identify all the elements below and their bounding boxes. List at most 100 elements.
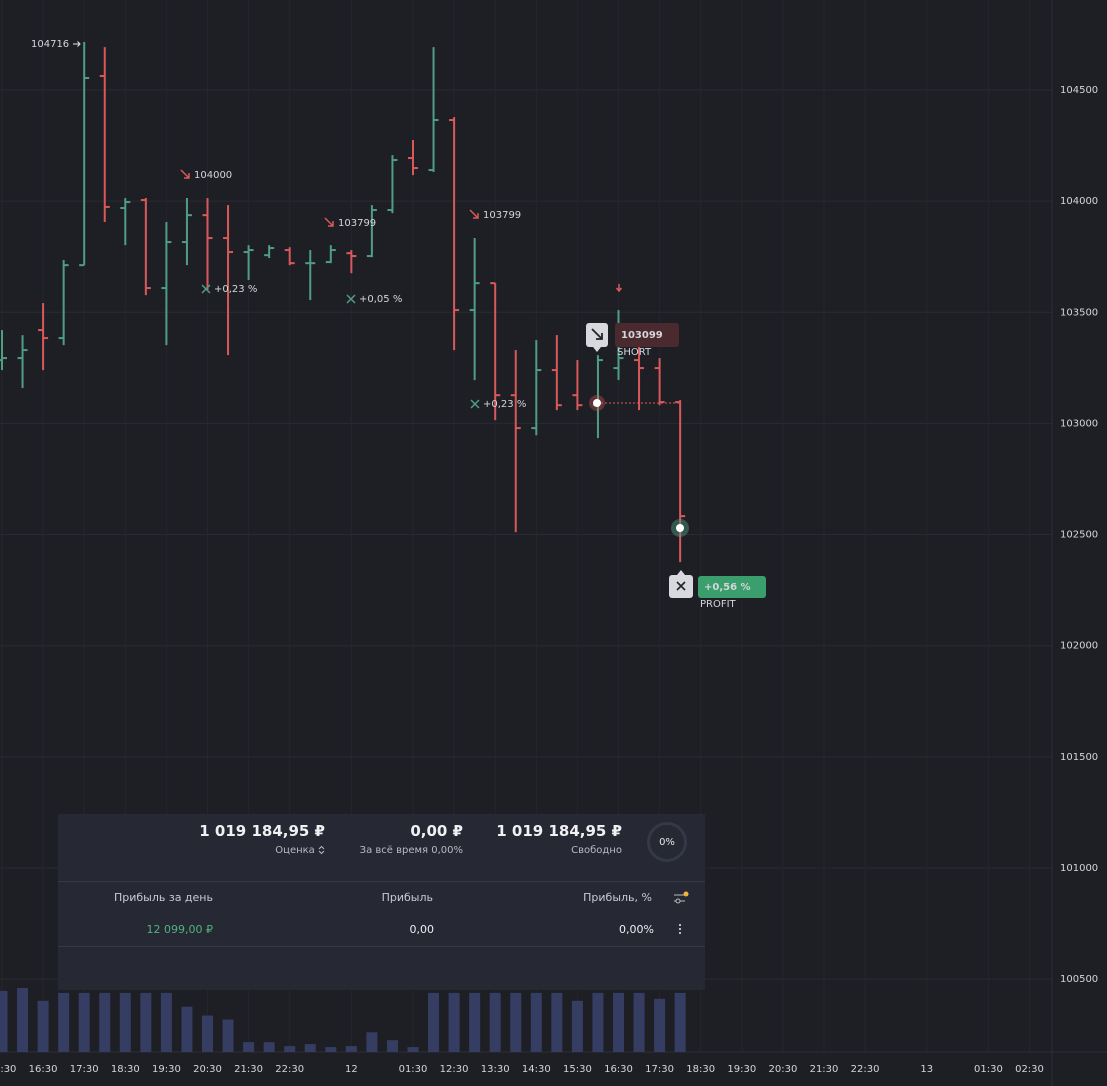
x-tick-label: 12 [345,1064,358,1075]
volume-bar [17,988,29,1052]
x-tick-label: 20:30 [768,1064,797,1075]
filter-icon[interactable] [673,891,689,905]
x-tick-label: 01:30 [974,1064,1003,1075]
summary-label: Оценка [199,845,325,856]
summary-label: За всё время 0,00% [359,845,463,856]
x-tick-label: 18:30 [111,1064,140,1075]
entry-badge [615,323,679,347]
y-tick-label: 103500 [1060,307,1098,318]
x-tick-label: 02:30 [1015,1064,1044,1075]
x-tick-label: 17:30 [70,1064,99,1075]
result-label: PROFIT [700,599,737,610]
close-icon [470,399,480,409]
column-header[interactable]: Прибыль [381,891,433,904]
volume-bar [510,992,522,1052]
x-tick-label: 14:30 [522,1064,551,1075]
price-label: 104000 [194,170,232,181]
exit-badge-pointer [677,570,685,575]
volume-bar [58,992,70,1052]
usage-gauge: 0% [647,822,687,862]
x-tick-label: 19:30 [152,1064,181,1075]
volume-bar [99,992,111,1052]
arrow-icon [324,217,334,227]
separator [58,881,705,882]
y-tick-label: 104500 [1060,85,1098,96]
y-tick-label: 100500 [1060,974,1098,985]
x-tick-label: 22:30 [275,1064,304,1075]
x-tick-label: 16:30 [29,1064,58,1075]
column-header[interactable]: Прибыль за день [113,891,213,904]
trade-result: +0,23 % [214,284,257,295]
arrow-icon [469,209,479,219]
volume-bar [243,1042,255,1052]
summary-value: 1 019 184,95 ₽ [496,822,622,840]
volume-bar [140,992,152,1052]
side-arrow [591,328,603,340]
volume-bar [78,992,90,1052]
x-tick-label: 13 [920,1064,933,1075]
volume-bar [181,1006,193,1052]
x-tick-label: 01:30 [399,1064,428,1075]
trade-result: +0,23 % [483,399,526,410]
result-badge [698,576,766,598]
x-tick-label: 17:30 [645,1064,674,1075]
y-tick-label: 101500 [1060,752,1098,763]
column-header[interactable]: Прибыль, % [583,891,652,904]
volume-bar [654,998,666,1052]
summary-item[interactable]: 1 019 184,95 ₽ Оценка [199,822,325,856]
sort-icon [318,845,325,855]
side-badge-pointer [593,347,601,352]
summary-value: 0,00 ₽ [410,822,463,840]
volume-bar [633,992,645,1052]
result-value: +0,56 % [704,582,751,593]
y-tick-label: 102000 [1060,641,1098,652]
cell: 12 099,00 ₽ [146,923,213,936]
cell: 0,00 [409,923,435,936]
entry-dot [593,399,601,407]
volume-bar [551,992,563,1052]
portfolio-panel: 1 019 184,95 ₽ Оценка 0,00 ₽ За всё врем… [58,814,705,990]
price-label: 104716 [31,39,69,50]
volume-bar [489,992,501,1052]
close-icon [201,284,211,294]
x-tick-label: 20:30 [193,1064,222,1075]
x-tick-label: 15:30 [563,1064,592,1075]
close-icon [346,294,356,304]
volume-bar [407,1047,419,1052]
volume-bar [386,1040,398,1052]
side-label: SHORT [617,347,652,358]
x-tick-label: 15:30 [0,1064,16,1075]
volume-bar [202,1015,213,1052]
summary-item: 0,00 ₽ За всё время 0,00% [360,822,463,856]
volume-bar [366,1032,378,1052]
x-tick-label: 22:30 [851,1064,880,1075]
cell: 0,00% [619,923,654,936]
summary-label: Свободно [571,845,622,856]
volume-bar [469,992,481,1052]
y-tick-label: 103000 [1060,418,1098,429]
summary-value: 1 019 184,95 ₽ [199,822,325,840]
trade-result: +0,05 % [359,294,402,305]
x-tick-label: 21:30 [234,1064,263,1075]
y-tick-label: 101000 [1060,863,1098,874]
x-tick-label: 21:30 [810,1064,839,1075]
volume-bar [0,990,8,1052]
entry-price: 103099 [621,330,663,341]
x-tick-label: 13:30 [481,1064,510,1075]
x-tick-label: 12:30 [440,1064,469,1075]
separator [58,946,705,947]
more-icon[interactable] [675,922,685,936]
volume-bar [674,992,686,1052]
volume-bar [222,1019,234,1052]
close-icon [676,581,686,591]
volume-bar [160,992,172,1052]
volume-bar [304,1044,316,1052]
y-tick-label: 104000 [1060,196,1098,207]
exit-dot [676,524,684,532]
volume-bar [37,1000,49,1052]
volume-bar [592,992,604,1052]
volume-bar [613,992,624,1052]
x-tick-label: 16:30 [604,1064,633,1075]
volume-bar [448,992,460,1052]
